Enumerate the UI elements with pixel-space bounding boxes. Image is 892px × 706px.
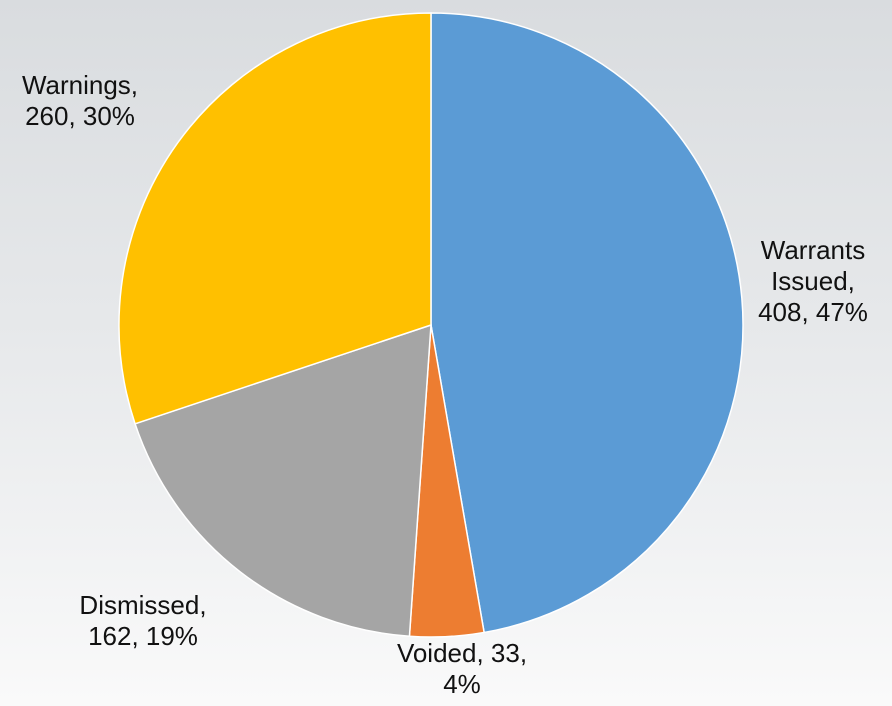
data-label: Voided, 33, 4% <box>396 638 528 699</box>
data-label: Dismissed, 162, 19% <box>79 590 207 651</box>
pie-slice <box>134 323 432 638</box>
pie-slice <box>118 12 432 425</box>
pie-slice <box>430 12 744 634</box>
data-label: Warrants Issued, 408, 47% <box>758 235 868 327</box>
data-label: Warnings, 260, 30% <box>21 70 139 131</box>
